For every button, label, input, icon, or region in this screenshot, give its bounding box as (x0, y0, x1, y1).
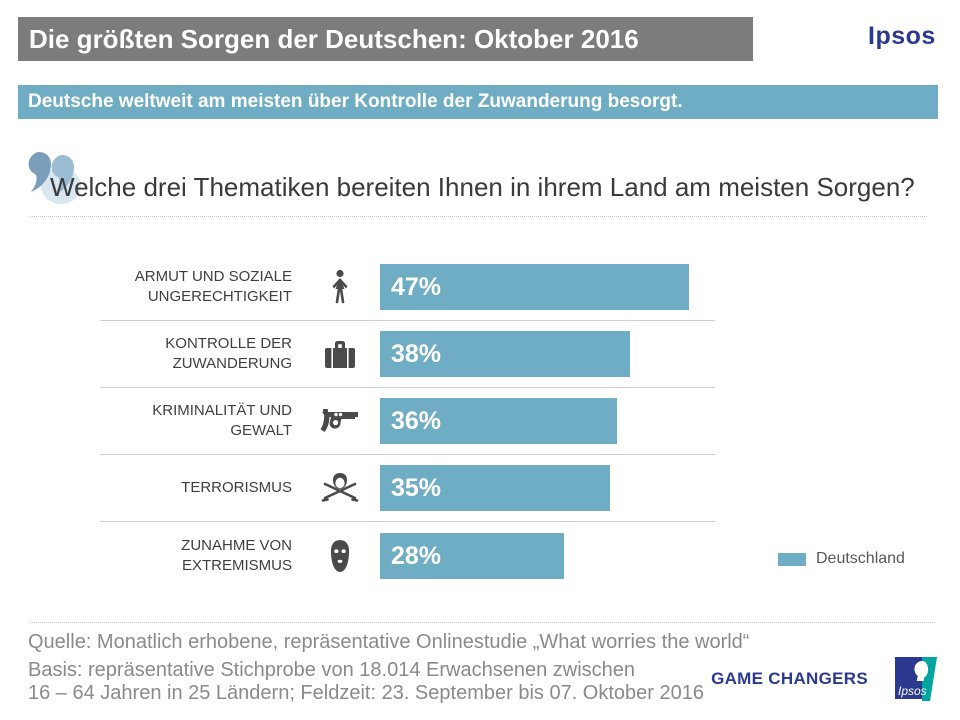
legend-label: Deutschland (816, 550, 905, 567)
bar-track: 36% (380, 398, 715, 444)
revolver-icon (300, 405, 380, 437)
bar: 28% (380, 532, 564, 579)
chart-row: ARMUT UND SOZIALE UNGERECHTIGKEIT 47% (100, 254, 715, 321)
page-title: Die größten Sorgen der Deutschen: Oktobe… (18, 17, 753, 61)
footer-divider (30, 622, 935, 623)
basis-note-line1: Basis: repräsentative Stichprobe von 18.… (28, 659, 636, 681)
chart-row: KONTROLLE DER ZUWANDERUNG 38% (100, 321, 715, 388)
legend: Deutschland (778, 550, 905, 568)
bar: 35% (380, 465, 610, 511)
category-label: KRIMINALITÄT UND GEWALT (152, 402, 292, 439)
ipsos-logo: Ipsos (895, 657, 937, 706)
person-icon (300, 269, 380, 305)
category-label: ARMUT UND SOZIALE UNGERECHTIGKEIT (134, 268, 292, 305)
survey-question: Welche drei Thematiken bereiten Ihnen in… (50, 172, 915, 202)
ipsos-logo-text: Ipsos (898, 684, 927, 698)
bar: 36% (380, 398, 617, 444)
balaclava-icon (300, 539, 380, 573)
question-divider (30, 216, 927, 217)
chart-row: ZUNAHME VON EXTREMISMUS 28% (100, 522, 715, 589)
chart-row: TERRORISMUS 35% (100, 455, 715, 522)
bar-track: 47% (380, 264, 715, 310)
category-label: KONTROLLE DER ZUWANDERUNG (165, 335, 292, 372)
quote-icon (24, 146, 82, 215)
source-note: Quelle: Monatlich erhobene, repräsentati… (28, 631, 750, 653)
chart-row: KRIMINALITÄT UND GEWALT 36% (100, 388, 715, 455)
category-label: ZUNAHME VON EXTREMISMUS (181, 536, 292, 574)
subtitle-banner: Deutsche weltweit am meisten über Kontro… (18, 85, 938, 119)
terrorist-icon (300, 472, 380, 504)
basis-note-line2: 16 – 64 Jahren in 25 Ländern; Feldzeit: … (28, 682, 704, 704)
category-label: TERRORISMUS (181, 479, 292, 496)
suitcase-icon (300, 338, 380, 370)
ipsos-wordmark: Ipsos (868, 22, 936, 50)
bar: 38% (380, 331, 630, 377)
bar-track: 28% (380, 532, 715, 579)
bar-track: 35% (380, 465, 715, 511)
bar-track: 38% (380, 331, 715, 377)
game-changers-tagline: GAME CHANGERS (711, 669, 868, 688)
legend-swatch (778, 552, 806, 566)
bar: 47% (380, 264, 689, 310)
bar-chart: ARMUT UND SOZIALE UNGERECHTIGKEIT 47% (100, 254, 715, 589)
